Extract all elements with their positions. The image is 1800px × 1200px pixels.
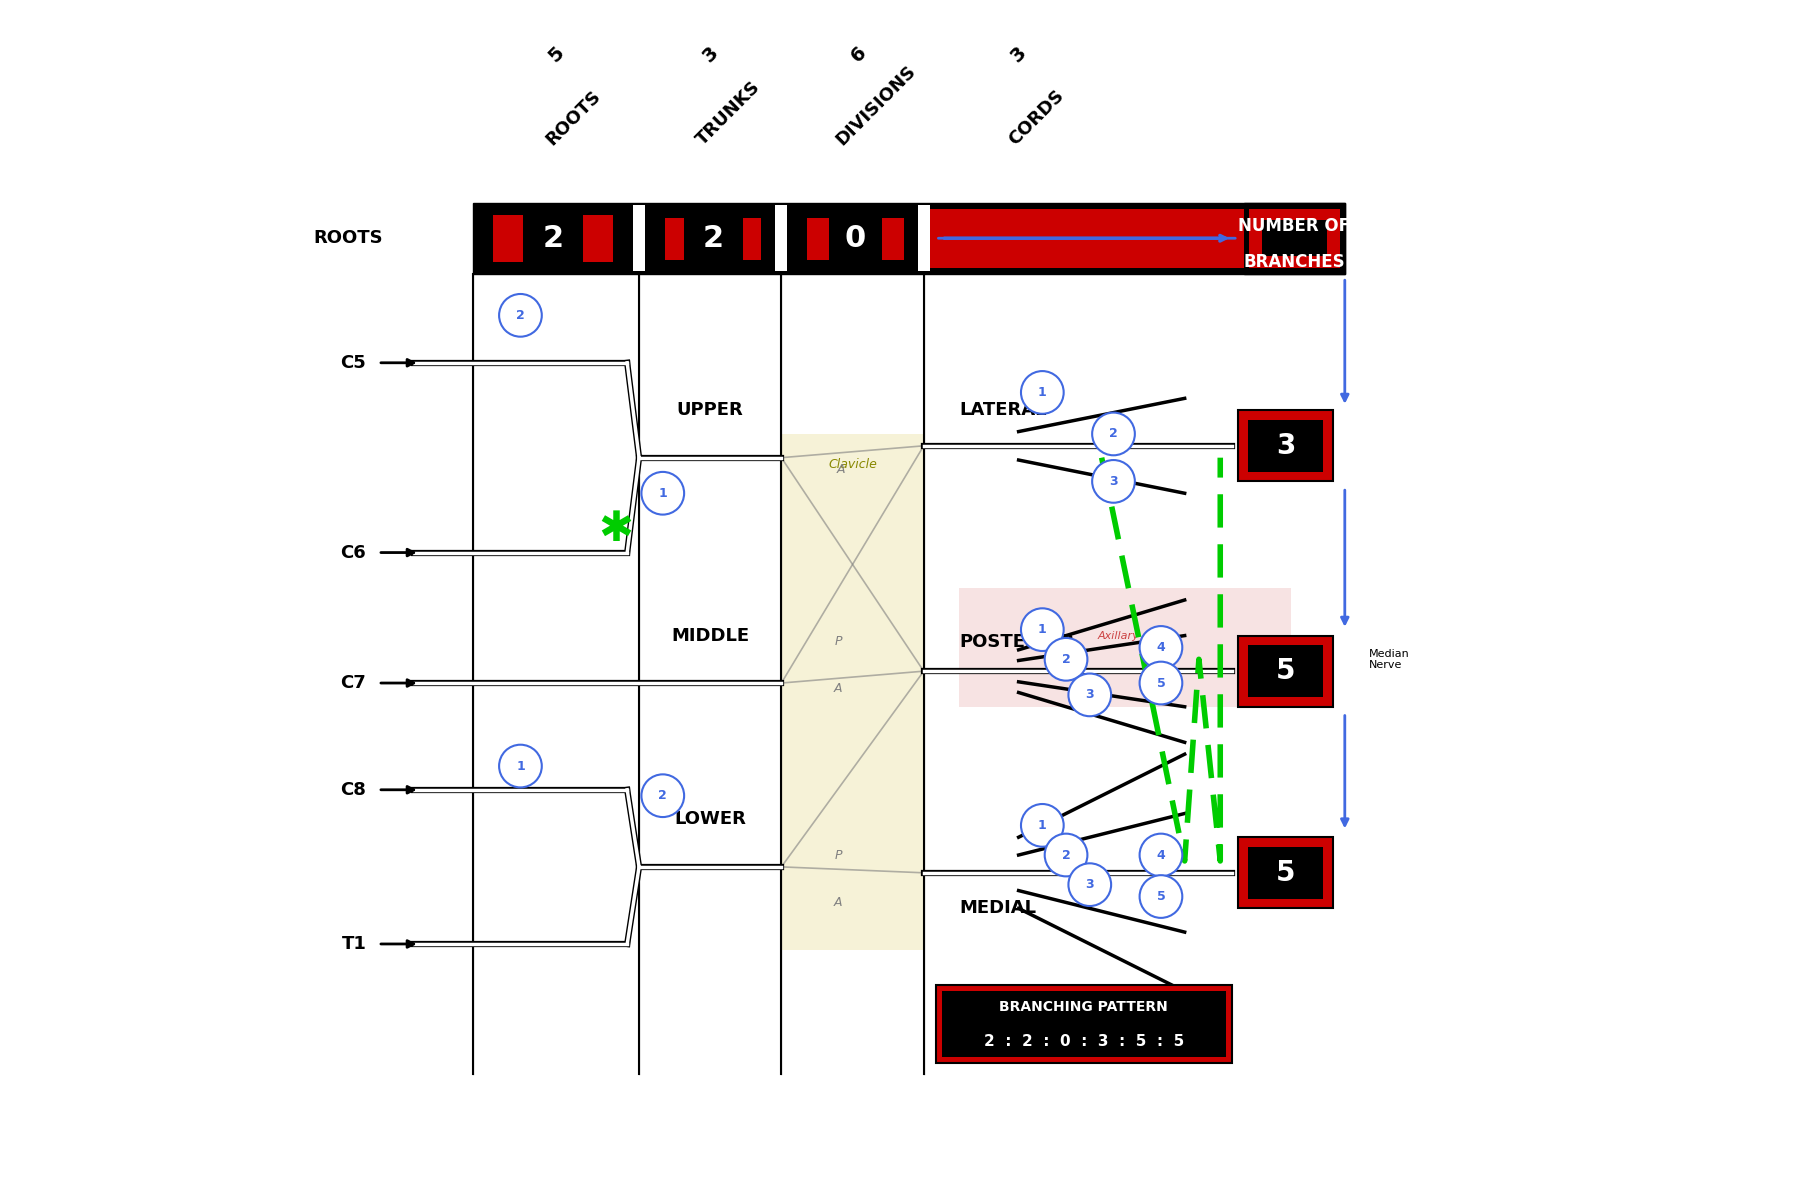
Bar [1249,209,1339,268]
Bar [936,985,1233,1062]
Text: 4: 4 [1157,641,1165,654]
Text: 3: 3 [1085,878,1094,892]
Text: ROOTS: ROOTS [313,229,383,247]
Text: DIVISIONS: DIVISIONS [833,62,920,149]
Bar [941,991,1226,1057]
Text: C5: C5 [340,354,365,372]
Circle shape [641,472,684,515]
Circle shape [641,774,684,817]
Text: 2: 2 [1109,427,1118,440]
Bar [1262,221,1327,256]
Text: C7: C7 [340,674,365,692]
Text: MEDIAL: MEDIAL [959,899,1037,917]
Bar [794,209,918,268]
Circle shape [1093,460,1134,503]
Circle shape [1093,413,1134,455]
Circle shape [1021,608,1064,652]
Text: 5: 5 [544,43,567,66]
Text: UPPER: UPPER [677,401,743,419]
Text: ROOTS: ROOTS [544,88,605,149]
Bar [1247,420,1323,472]
Bar [524,209,583,268]
Circle shape [1139,626,1183,668]
Bar [808,218,904,259]
Text: MIDDLE: MIDDLE [671,626,749,644]
Text: A: A [837,463,844,476]
Bar [776,205,787,271]
Bar [652,209,776,268]
Text: C6: C6 [340,544,365,562]
Bar [493,215,614,262]
Text: NUMBER OF: NUMBER OF [1238,217,1350,235]
Circle shape [1021,804,1064,847]
Circle shape [1139,834,1183,876]
Text: BRANCHING PATTERN: BRANCHING PATTERN [999,1000,1168,1014]
Bar [1238,410,1334,481]
Circle shape [1044,834,1087,876]
Text: 1: 1 [659,487,668,499]
Circle shape [499,294,542,337]
Circle shape [1069,673,1111,716]
Text: 2: 2 [517,308,526,322]
Text: POSTERIOR: POSTERIOR [959,632,1075,650]
Bar [1238,838,1334,908]
Text: 1: 1 [1039,818,1048,832]
Bar [1244,203,1345,274]
Text: 3: 3 [1276,432,1296,460]
Circle shape [1021,371,1064,414]
Text: 3: 3 [1109,475,1118,488]
Text: 3: 3 [698,43,722,66]
Bar [1247,646,1323,697]
Text: LOWER: LOWER [675,810,747,828]
Text: 5: 5 [1276,859,1296,887]
Text: Clavicle: Clavicle [828,457,877,470]
Bar [1238,636,1334,707]
Bar [918,205,929,271]
Text: 5: 5 [1276,658,1296,685]
Text: 2: 2 [702,223,724,253]
Text: 4: 4 [1157,848,1165,862]
Text: 2: 2 [1062,653,1071,666]
Bar [929,209,1244,268]
Text: P: P [835,635,842,648]
Bar [634,205,644,271]
Circle shape [1139,661,1183,704]
Text: 3: 3 [1008,43,1030,66]
Text: P: P [835,848,842,862]
Bar [959,588,1291,707]
Text: BRANCHES: BRANCHES [1244,253,1345,271]
Text: 1: 1 [517,760,526,773]
Text: 6: 6 [848,43,869,66]
Circle shape [1069,863,1111,906]
Bar [781,434,923,950]
Bar [1247,847,1323,899]
Text: LATERAL: LATERAL [959,401,1048,419]
Text: 2: 2 [542,223,563,253]
Bar [828,212,882,264]
Text: ✱: ✱ [598,508,634,550]
Text: 1: 1 [1039,623,1048,636]
Text: Median
Nerve: Median Nerve [1368,648,1409,670]
Text: C8: C8 [340,781,365,799]
Text: 3: 3 [1085,689,1094,701]
Bar [684,212,743,264]
Text: TRUNKS: TRUNKS [693,78,763,149]
Text: T1: T1 [342,935,365,953]
Circle shape [1139,875,1183,918]
Text: 2: 2 [659,790,668,803]
Circle shape [1044,638,1087,680]
Text: A: A [833,896,842,908]
Text: 5: 5 [1157,890,1165,904]
Bar [473,203,1345,274]
Bar [666,218,761,259]
Text: A: A [833,683,842,696]
Text: 0: 0 [844,223,866,253]
Text: 5: 5 [1157,677,1165,690]
Text: 1: 1 [1039,386,1048,398]
Circle shape [499,745,542,787]
Text: 2: 2 [1062,848,1071,862]
Text: 2  :  2  :  0  :  3  :  5  :  5: 2 : 2 : 0 : 3 : 5 : 5 [985,1033,1184,1049]
Text: Axillary Artery: Axillary Artery [1098,630,1177,641]
Text: CORDS: CORDS [1004,86,1067,149]
